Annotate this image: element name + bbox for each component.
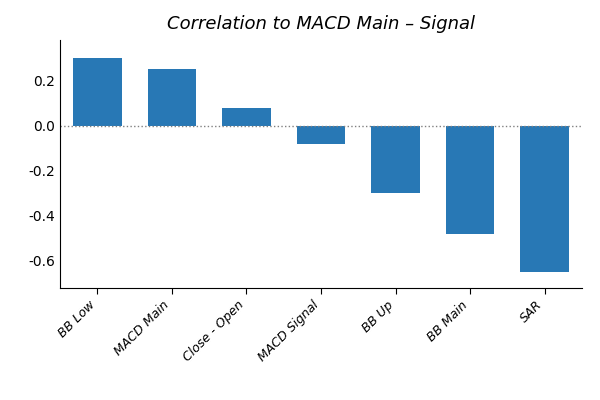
Title: Correlation to MACD Main – Signal: Correlation to MACD Main – Signal [167,15,475,33]
Bar [222,108,271,126]
Bar [446,126,494,234]
Bar [371,126,420,193]
Bar [73,58,122,126]
Bar [520,126,569,272]
Bar [297,126,345,144]
Bar [148,69,196,126]
